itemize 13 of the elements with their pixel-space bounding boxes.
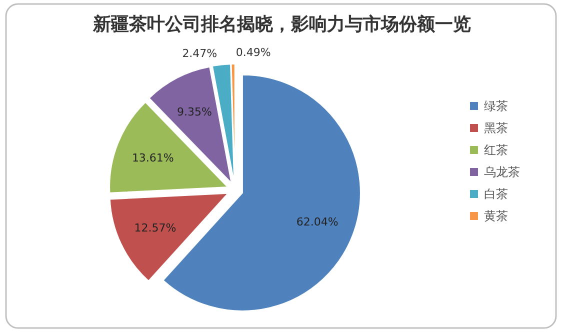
data-label: 0.49% (236, 46, 271, 60)
legend-label: 红茶 (484, 143, 508, 157)
legend-label: 白茶 (484, 187, 508, 201)
legend-label: 乌龙茶 (484, 165, 520, 179)
legend-label: 黄茶 (484, 209, 508, 223)
data-label: 12.57% (134, 222, 176, 235)
data-label: 62.04% (296, 216, 338, 229)
legend-label: 绿茶 (484, 99, 508, 113)
data-label: 9.35% (176, 106, 212, 119)
data-label: 13.61% (132, 152, 174, 165)
data-label: 2.47% (182, 46, 218, 60)
chart-title: 新疆茶叶公司排名揭晓，影响力与市场份额一览 (92, 14, 471, 35)
legend-label: 黑茶 (484, 121, 508, 135)
